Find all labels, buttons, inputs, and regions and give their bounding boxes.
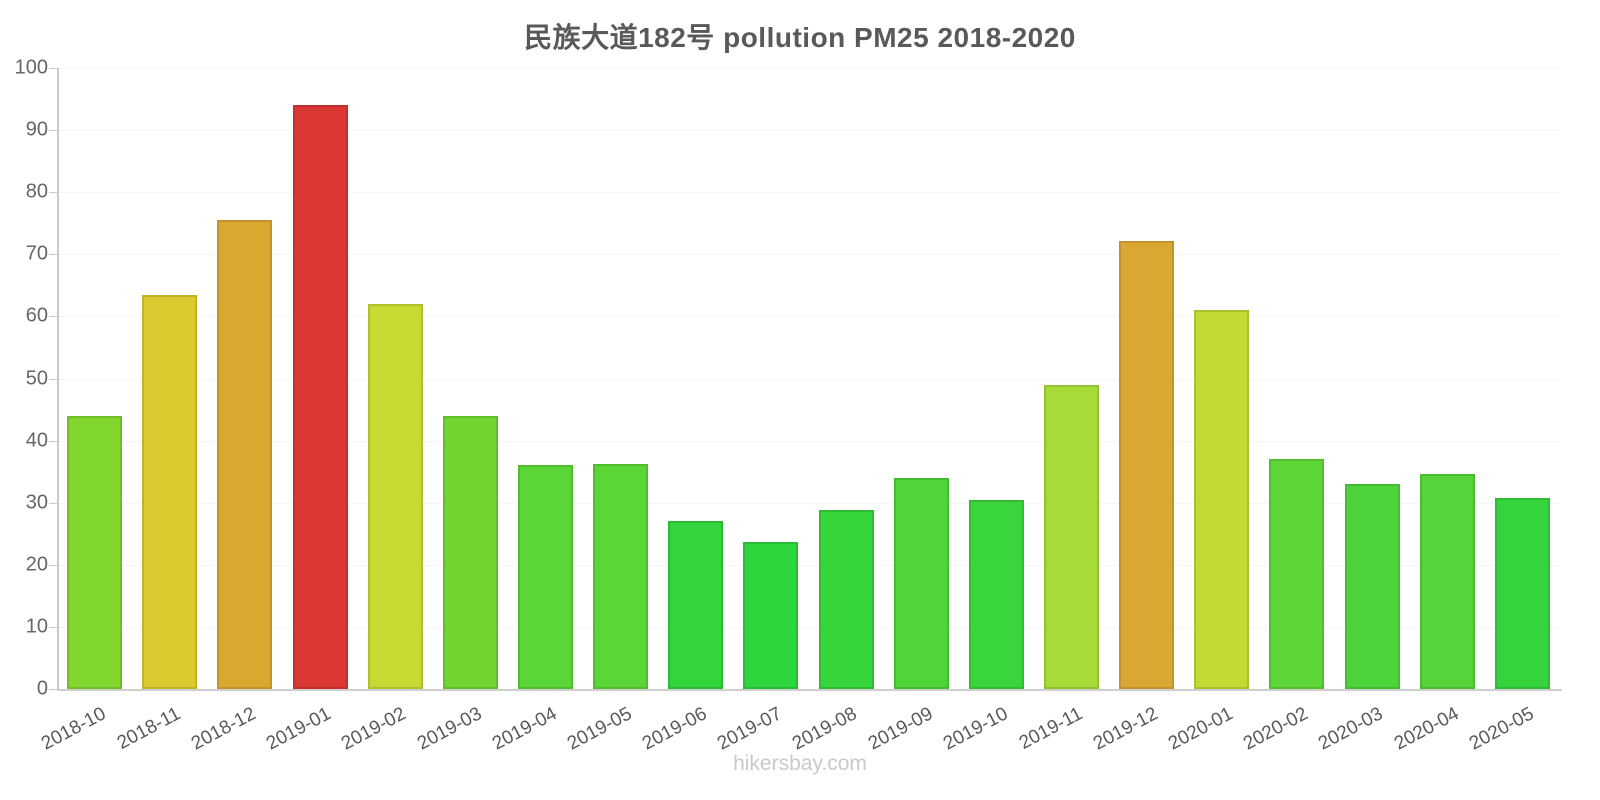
y-tick-label: 30 [25,491,48,514]
bar-2018-10[interactable] [67,415,123,689]
gridline-100 [57,68,1560,69]
bar-2019-11[interactable] [1044,385,1100,689]
y-tick-label: 70 [25,242,48,265]
y-axis-tick [49,626,57,628]
bar-2018-11[interactable] [142,294,198,689]
y-axis [57,68,59,689]
x-tick-label: 2020-02 [1240,703,1312,755]
x-tick-label: 2019-12 [1089,703,1162,755]
bar-2019-05[interactable] [593,463,649,689]
y-axis-tick [49,378,57,380]
gridline-50 [57,379,1560,380]
bar-2019-08[interactable] [818,510,874,689]
y-axis-tick [49,689,57,690]
bar-2020-01[interactable] [1194,310,1250,689]
x-tick-label: 2019-05 [563,703,636,755]
gridline-40 [57,441,1560,442]
x-tick-label: 2019-09 [864,703,936,755]
bar-2019-04[interactable] [517,465,573,689]
x-tick-label: 2020-04 [1390,703,1462,755]
x-tick-label: 2018-10 [37,703,110,755]
x-tick-label: 2020-01 [1165,703,1237,755]
bar-2020-04[interactable] [1419,474,1475,689]
gridline-60 [57,316,1560,317]
y-axis-tick [49,130,57,132]
y-tick-label: 50 [25,367,48,389]
gridline-10 [57,627,1560,628]
y-tick-label: 10 [25,615,48,638]
bar-2019-06[interactable] [668,521,724,689]
y-axis-tick [49,192,57,194]
y-tick-label: 0 [36,677,48,700]
x-tick-label: 2019-11 [1016,703,1087,754]
chart-title: 民族大道182号 pollution PM25 2018-2020 [524,22,1076,53]
bar-2020-03[interactable] [1344,484,1400,689]
bar-2019-07[interactable] [743,541,799,689]
bar-2019-02[interactable] [367,303,423,689]
y-axis-tick [49,564,57,566]
x-tick-label: 2019-01 [263,703,335,755]
x-axis [57,689,1562,691]
bar-2019-01[interactable] [292,105,348,689]
bar-2020-02[interactable] [1269,459,1325,689]
x-tick-label: 2018-12 [188,703,260,755]
y-tick-label: 100 [14,56,48,79]
y-axis-tick [49,68,57,69]
gridline-30 [57,503,1560,504]
y-tick-label: 90 [25,118,48,141]
x-tick-label: 2019-10 [939,703,1012,755]
bar-2019-03[interactable] [442,415,498,689]
bar-2020-05[interactable] [1494,497,1550,689]
y-tick-label: 20 [25,553,48,576]
x-tick-label: 2019-07 [714,703,786,755]
bar-2019-10[interactable] [968,500,1024,689]
gridline-90 [57,130,1560,131]
y-axis-tick [49,440,57,442]
y-tick-label: 40 [25,429,48,452]
x-tick-label: 2020-05 [1465,703,1538,755]
bar-2019-12[interactable] [1119,240,1175,689]
x-tick-label: 2019-03 [413,703,486,755]
gridline-80 [57,192,1560,193]
x-tick-label: 2020-03 [1315,703,1387,755]
x-tick-label: 2019-06 [639,703,711,755]
y-axis-tick [49,316,57,318]
x-tick-label: 2019-08 [789,703,861,755]
gridline-20 [57,565,1560,566]
gridline-70 [57,254,1560,255]
watermark-hikersbay: hikersbay.com [733,752,867,775]
x-tick-label: 2019-04 [488,703,561,755]
bar-2018-12[interactable] [217,220,273,689]
bar-2019-09[interactable] [893,477,949,689]
x-tick-label: 2019-02 [338,703,410,755]
y-axis-tick [49,254,57,256]
y-tick-label: 60 [25,304,48,327]
x-tick-label: 2018-11 [114,703,185,754]
y-axis-tick [49,502,57,504]
y-tick-label: 80 [25,180,48,203]
